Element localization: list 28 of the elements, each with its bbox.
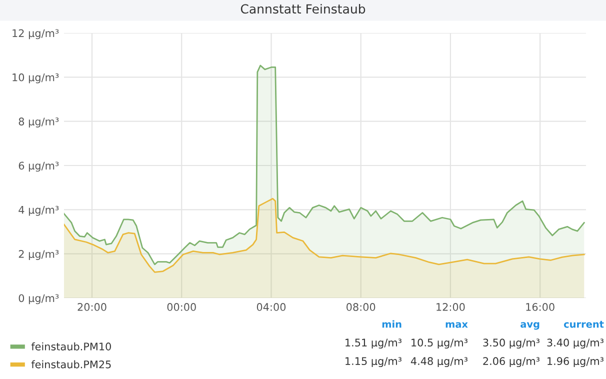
- y-tick-label: 12 µg/m³: [12, 29, 59, 40]
- y-tick-label: 2 µg/m³: [18, 250, 59, 260]
- y-tick-label: 8 µg/m³: [18, 118, 59, 128]
- text: 3.40 µg/m³: [547, 338, 604, 349]
- y-tick-label: 6 µg/m³: [18, 162, 59, 172]
- x-tick-label: 16:00: [526, 303, 554, 311]
- text: min: [382, 320, 402, 328]
- chart-title: Cannstatt Feinstaub: [240, 4, 366, 14]
- x-tick-label: 00:00: [167, 303, 196, 311]
- x-tick-label: 04:00: [256, 303, 286, 311]
- text: max: [446, 322, 468, 328]
- text: 1.96 µg/m³: [548, 357, 604, 368]
- x-tick-label: 20:00: [78, 303, 106, 311]
- x-tick-label: 12:00: [436, 303, 465, 311]
- text: current: [564, 320, 604, 328]
- text: avg: [520, 322, 540, 330]
- text: 2.06 µg/m³: [483, 357, 540, 368]
- x-tick-label: 08:00: [346, 303, 376, 311]
- y-tick-label: 0 µg/m³: [18, 294, 59, 304]
- text: 4.48 µg/m³: [410, 357, 468, 368]
- text: 1.51 µg/m³: [346, 338, 402, 349]
- text: 1.15 µg/m³: [346, 357, 402, 368]
- text: 10.5 µg/m³: [412, 338, 468, 349]
- y-tick-label: 10 µg/m³: [12, 73, 59, 84]
- legend-label: feinstaub.PM25: [31, 360, 111, 368]
- text: 3.50 µg/m³: [483, 338, 540, 349]
- legend-label: feinstaub.PM10: [31, 342, 111, 350]
- y-tick-label: 4 µg/m³: [18, 206, 59, 216]
